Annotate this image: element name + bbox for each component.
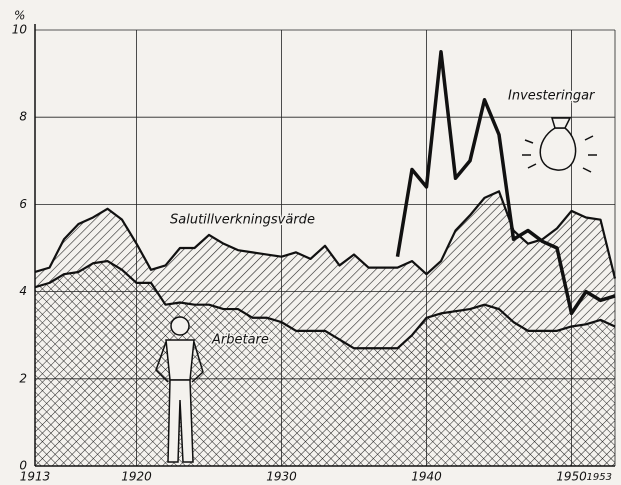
bag-ray xyxy=(585,136,593,140)
money-bag-illustration xyxy=(522,118,597,172)
head xyxy=(171,317,189,335)
chart: % 0246810191319201930194019501953Salutil… xyxy=(0,0,621,485)
x-tick-label: 1940 xyxy=(411,470,442,484)
series-label: Salutillverkningsvärde xyxy=(170,213,315,228)
bag-body xyxy=(540,128,575,170)
y-tick-label: 6 xyxy=(19,197,27,211)
x-tick-label: 1950 xyxy=(556,470,587,484)
series-label: Arbetare xyxy=(211,333,269,348)
y-tick-label: 4 xyxy=(19,284,27,298)
series-label: Investeringar xyxy=(508,89,596,104)
x-tick-label: 1930 xyxy=(266,470,297,484)
y-tick-label: 2 xyxy=(19,371,27,385)
bag-ray xyxy=(583,168,591,172)
y-tick-label: 10 xyxy=(12,23,28,37)
bag-ray xyxy=(528,164,536,168)
bag-ray xyxy=(525,140,533,143)
y-tick-label: 8 xyxy=(19,110,27,124)
x-tick-label: 1920 xyxy=(121,470,152,484)
torso xyxy=(166,340,194,380)
y-axis-label: % xyxy=(14,9,25,23)
x-tick-label: 1913 xyxy=(20,470,51,484)
bag-neck xyxy=(552,118,570,128)
x-tick-label: 1953 xyxy=(587,472,612,483)
